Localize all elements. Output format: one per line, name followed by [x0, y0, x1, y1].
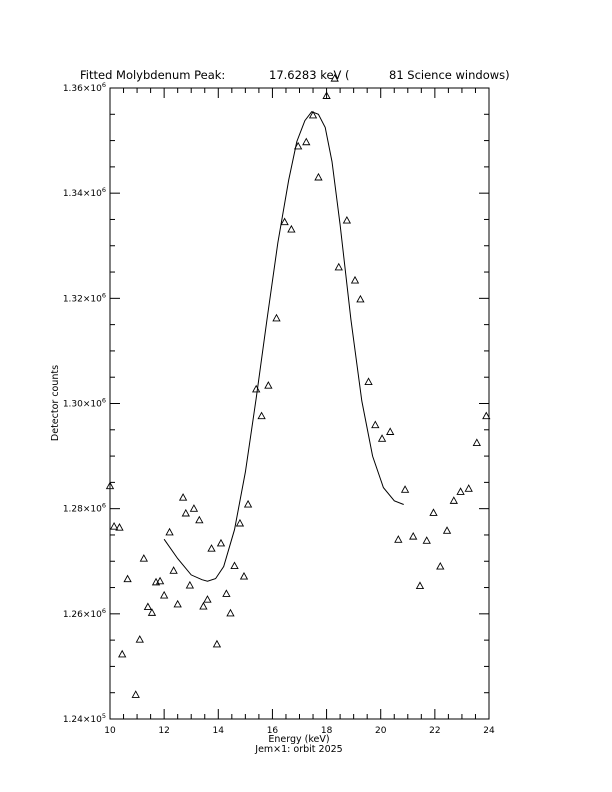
data-point [409, 531, 418, 540]
data-point [212, 639, 222, 648]
data-point [199, 601, 208, 610]
data-point [482, 411, 491, 420]
y-tick-label: 1.24×105 [63, 712, 106, 725]
footer-label: Jem×1: orbit 2025 [254, 744, 342, 755]
data-point [147, 608, 157, 616]
y-tick-label: 1.34×106 [63, 186, 106, 199]
data-point [143, 602, 153, 611]
data-point [394, 535, 403, 543]
y-tick-label: 1.26×106 [63, 607, 106, 620]
title-part-windows: 81 Science windows) [389, 68, 510, 82]
data-point [115, 523, 124, 531]
y-tick-label: 1.32×106 [63, 291, 106, 304]
data-point [429, 508, 438, 516]
chart-title: Fitted Molybdenum Peak: 17.6283 keV ( 81… [80, 68, 510, 82]
data-point [178, 493, 188, 501]
data-point [422, 536, 431, 544]
data-point [334, 262, 343, 271]
data-point [173, 599, 182, 608]
x-tick-label: 10 [104, 726, 116, 736]
data-point [364, 377, 373, 385]
x-tick-label: 14 [213, 726, 225, 736]
y-axis-tick-labels: 1.24×105 1.26×106 1.28×106 1.30×106 1.32×106… [63, 81, 106, 725]
x-axis-tick-labels: 10 12 14 16 18 20 22 24 [104, 726, 495, 736]
y-tick-label: 1.30×106 [63, 397, 106, 410]
x-tick-label: 12 [158, 726, 169, 736]
data-point [400, 485, 410, 493]
axis-ticks [109, 87, 490, 720]
data-point [415, 581, 425, 590]
y-tick-label: 1.28×106 [63, 502, 106, 515]
data-point [165, 527, 174, 536]
data-point [185, 580, 195, 589]
data-point [456, 487, 465, 495]
data-point [342, 215, 352, 224]
data-point [377, 434, 387, 442]
data-point [308, 110, 318, 119]
data-point [155, 576, 165, 585]
x-tick-label: 22 [429, 726, 440, 736]
x-tick-label: 24 [483, 726, 495, 736]
data-point [356, 294, 365, 303]
data-point [371, 420, 380, 429]
data-point [272, 313, 281, 322]
data-point [239, 571, 249, 580]
data-point [207, 544, 216, 552]
data-point [159, 590, 169, 599]
data-point [287, 224, 296, 233]
data-point [350, 275, 360, 284]
data-point [252, 384, 261, 393]
data-point [449, 496, 458, 504]
data-points [105, 73, 491, 698]
title-part-energy: 17.6283 keV ( [269, 68, 350, 82]
data-point [243, 499, 253, 508]
data-point [257, 411, 266, 420]
data-point [230, 561, 239, 570]
data-point [330, 73, 339, 82]
data-point [472, 438, 481, 446]
data-point [293, 141, 303, 150]
data-point [264, 381, 273, 389]
data-point [135, 635, 144, 643]
x-tick-label: 18 [321, 726, 333, 736]
y-axis-label: Detector counts [50, 365, 61, 441]
x-tick-label: 20 [375, 726, 387, 736]
data-point [442, 526, 452, 534]
y-tick-label: 1.36×106 [63, 81, 106, 94]
data-point [123, 574, 132, 583]
data-point [322, 91, 331, 99]
data-point [302, 137, 311, 146]
title-part-label: Fitted Molybdenum Peak: [80, 68, 225, 82]
x-axis-label: Energy (keV) [268, 734, 329, 745]
data-point [464, 484, 473, 492]
data-point [436, 561, 445, 570]
data-point [235, 518, 245, 527]
fit-curve [163, 111, 404, 582]
data-point [169, 566, 178, 574]
data-point [226, 608, 235, 617]
data-point [216, 538, 226, 547]
data-point [181, 508, 190, 517]
data-point [195, 515, 204, 524]
data-point [386, 427, 395, 435]
data-point [105, 481, 115, 490]
data-point [118, 649, 127, 658]
data-point [131, 690, 140, 698]
plot-frame [109, 87, 490, 720]
data-point [280, 217, 289, 226]
x-tick-label: 16 [267, 726, 279, 736]
data-point [222, 589, 231, 597]
data-point [109, 522, 119, 530]
data-point [203, 595, 212, 603]
data-point [314, 172, 323, 181]
data-point [139, 554, 148, 562]
data-point [189, 504, 199, 512]
